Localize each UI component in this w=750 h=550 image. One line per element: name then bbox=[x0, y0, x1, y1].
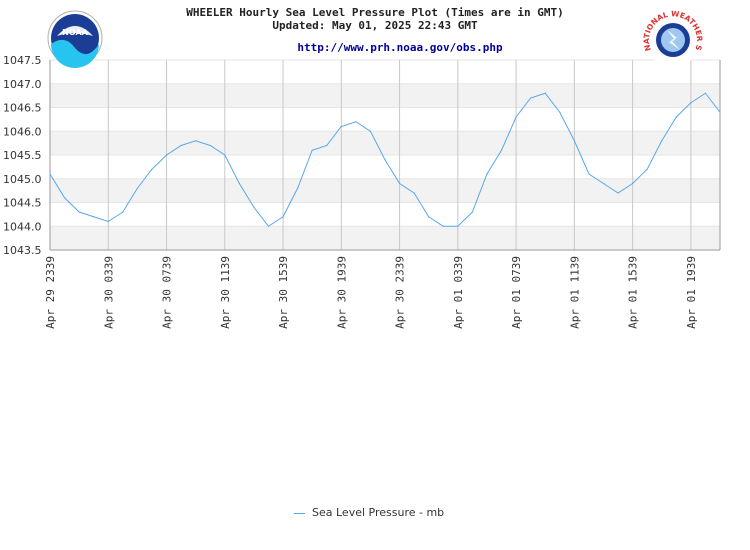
data-point bbox=[646, 168, 648, 170]
data-point bbox=[63, 197, 66, 199]
x-tick-label: Apr 30 1139 bbox=[219, 256, 232, 329]
x-tick-label: Apr 01 0339 bbox=[452, 256, 465, 329]
chart-legend: Sea Level Pressure - mb bbox=[294, 506, 444, 519]
data-point bbox=[617, 192, 619, 194]
x-tick-label: Apr 30 0339 bbox=[102, 256, 115, 329]
legend-label: Sea Level Pressure - mb bbox=[312, 506, 445, 519]
data-point bbox=[530, 97, 532, 99]
chart-title: WHEELER Hourly Sea Level Pressure Plot (… bbox=[186, 6, 564, 19]
x-axis-ticks: Apr 29 2339 Apr 30 0339 Apr 30 0739 Apr 30 … bbox=[44, 256, 698, 329]
data-point bbox=[398, 182, 401, 185]
source-url-link[interactable]: http://www.prh.noaa.gov/obs.php bbox=[297, 41, 503, 54]
plot-band bbox=[50, 83, 720, 108]
y-tick-label: 1043.5 bbox=[3, 244, 42, 257]
data-point bbox=[311, 149, 313, 151]
data-point bbox=[486, 173, 488, 175]
updated-timestamp: Updated: May 01, 2025 22:43 GMT bbox=[272, 19, 478, 32]
data-point bbox=[180, 144, 182, 147]
data-point bbox=[340, 125, 342, 128]
x-tick-label: Apr 30 1939 bbox=[335, 256, 348, 329]
y-tick-label: 1046.0 bbox=[3, 125, 42, 138]
data-point bbox=[471, 211, 473, 213]
data-point bbox=[544, 92, 546, 94]
data-point bbox=[136, 187, 138, 189]
data-point bbox=[224, 154, 226, 156]
y-tick-label: 1044.5 bbox=[3, 197, 42, 210]
legend-swatch bbox=[294, 512, 305, 514]
x-tick-label: Apr 01 0739 bbox=[510, 256, 523, 329]
data-point bbox=[93, 216, 95, 218]
data-point bbox=[369, 130, 372, 132]
plot-bands bbox=[50, 83, 720, 250]
x-tick-label: Apr 30 0739 bbox=[161, 256, 174, 329]
data-point bbox=[500, 149, 503, 151]
data-point bbox=[267, 225, 270, 227]
data-point bbox=[588, 173, 590, 175]
nws-logo-icon: NATIONAL WEATHER SERVICE bbox=[642, 9, 704, 67]
plot-band bbox=[50, 226, 720, 250]
plot-band bbox=[50, 131, 720, 155]
x-tick-label: Apr 01 1939 bbox=[685, 256, 698, 329]
y-tick-label: 1045.0 bbox=[3, 173, 42, 186]
data-point bbox=[704, 92, 707, 94]
data-point bbox=[632, 182, 634, 185]
data-point bbox=[297, 187, 299, 189]
x-tick-label: Apr 30 2339 bbox=[394, 256, 407, 329]
data-point bbox=[209, 144, 211, 147]
data-point bbox=[690, 102, 692, 104]
data-point bbox=[428, 216, 430, 218]
plot-frame bbox=[49, 60, 721, 251]
noaa-logo-icon: NOAA bbox=[47, 10, 103, 68]
data-point bbox=[573, 140, 575, 142]
y-axis-ticks: 1047.5 1047.0 1046.5 1046.0 1045.5 1045.0 1044… bbox=[3, 54, 42, 257]
data-point bbox=[253, 206, 255, 208]
data-point bbox=[675, 116, 677, 118]
data-point bbox=[559, 111, 561, 113]
data-point bbox=[355, 121, 357, 123]
data-point bbox=[413, 192, 415, 194]
data-point bbox=[49, 173, 51, 175]
y-tick-label: 1045.5 bbox=[3, 149, 42, 162]
data-point bbox=[122, 211, 124, 213]
data-point bbox=[442, 225, 444, 227]
data-point bbox=[326, 144, 328, 147]
x-tick-label: Apr 01 1139 bbox=[568, 256, 581, 329]
noaa-logo-text: NOAA bbox=[62, 28, 88, 37]
x-tick-label: Apr 30 1539 bbox=[277, 256, 290, 329]
data-point bbox=[238, 182, 240, 185]
series-layer bbox=[49, 92, 721, 227]
x-tick-label: Apr 01 1539 bbox=[627, 256, 640, 329]
data-point bbox=[195, 140, 197, 142]
x-tick-label: Apr 29 2339 bbox=[44, 256, 57, 329]
data-point bbox=[151, 168, 153, 170]
plot-band bbox=[50, 178, 720, 203]
data-point bbox=[107, 220, 109, 223]
y-tick-label: 1046.5 bbox=[3, 102, 42, 115]
data-point bbox=[602, 182, 605, 185]
data-point bbox=[165, 154, 168, 156]
data-point bbox=[661, 140, 663, 142]
y-tick-label: 1047.5 bbox=[3, 54, 42, 67]
data-point bbox=[384, 159, 386, 161]
data-point bbox=[515, 116, 517, 118]
y-tick-label: 1047.0 bbox=[3, 78, 42, 91]
y-tick-label: 1044.0 bbox=[3, 220, 42, 233]
data-point bbox=[719, 111, 721, 113]
data-point bbox=[457, 225, 459, 227]
data-point bbox=[282, 216, 284, 218]
data-point bbox=[78, 211, 80, 213]
